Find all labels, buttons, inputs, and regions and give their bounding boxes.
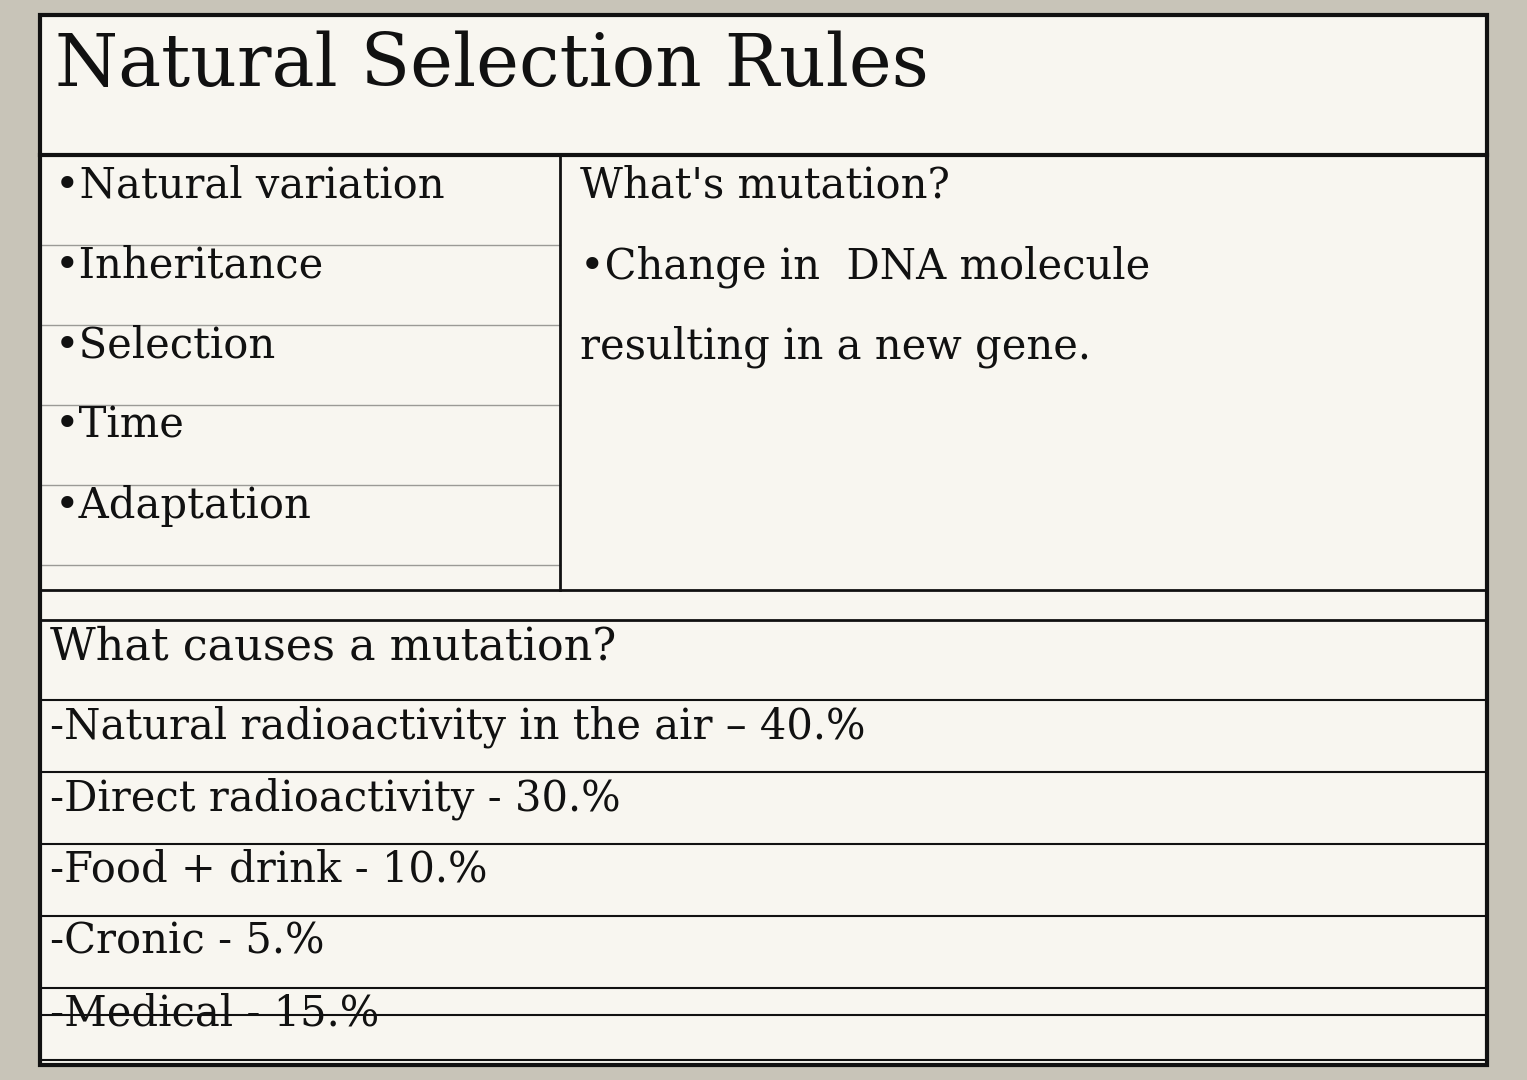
Text: •Natural variation: •Natural variation bbox=[55, 165, 444, 207]
Text: -Medical - 15.%: -Medical - 15.% bbox=[50, 993, 379, 1035]
Text: •Inheritance: •Inheritance bbox=[55, 245, 324, 287]
Text: -Direct radioactivity - 30.%: -Direct radioactivity - 30.% bbox=[50, 777, 620, 820]
Text: -Natural radioactivity in the air – 40.%: -Natural radioactivity in the air – 40.% bbox=[50, 705, 866, 747]
Text: •Change in  DNA molecule: •Change in DNA molecule bbox=[580, 245, 1150, 287]
Text: •Adaptation: •Adaptation bbox=[55, 485, 312, 527]
Text: What causes a mutation?: What causes a mutation? bbox=[50, 625, 617, 669]
Text: What's mutation?: What's mutation? bbox=[580, 165, 950, 207]
Text: -Food + drink - 10.%: -Food + drink - 10.% bbox=[50, 849, 487, 891]
Text: Natural Selection Rules: Natural Selection Rules bbox=[55, 30, 928, 100]
Text: •Time: •Time bbox=[55, 405, 185, 447]
Text: •Selection: •Selection bbox=[55, 325, 276, 367]
Text: resulting in a new gene.: resulting in a new gene. bbox=[580, 325, 1090, 367]
Text: -Cronic - 5.%: -Cronic - 5.% bbox=[50, 921, 325, 963]
